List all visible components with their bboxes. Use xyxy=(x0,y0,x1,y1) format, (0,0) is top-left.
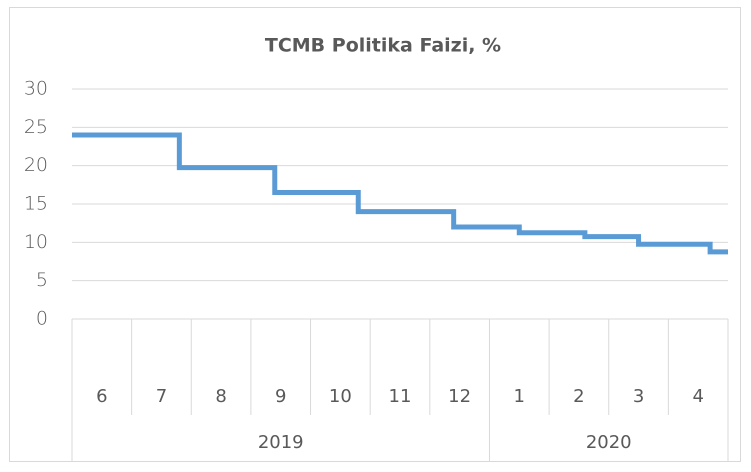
x-tick-label: 4 xyxy=(692,386,703,407)
x-tick-label: 2 xyxy=(573,386,584,407)
step-line xyxy=(72,132,728,255)
x-tick-label: 8 xyxy=(215,386,226,407)
x-tick-label: 12 xyxy=(448,386,471,407)
y-tick-label: 30 xyxy=(24,78,48,100)
y-tick-label: 25 xyxy=(24,116,48,138)
y-tick-label: 15 xyxy=(24,193,48,215)
x-tick-label: 7 xyxy=(156,386,167,407)
x-tick-label: 3 xyxy=(633,386,644,407)
group-label: 2020 xyxy=(586,432,632,453)
y-tick-label: 20 xyxy=(24,154,48,176)
x-tick-label: 11 xyxy=(389,386,412,407)
x-tick-label: 9 xyxy=(275,386,286,407)
y-tick-label: 10 xyxy=(24,231,48,253)
group-label: 2019 xyxy=(258,432,304,453)
x-tick-label: 10 xyxy=(329,386,352,407)
x-tick-label: 1 xyxy=(514,386,525,407)
x-tick-label: 6 xyxy=(96,386,107,407)
y-tick-label: 5 xyxy=(36,269,48,291)
chart-title: TCMB Politika Faizi, % xyxy=(265,35,501,57)
y-tick-label: 0 xyxy=(36,308,48,330)
